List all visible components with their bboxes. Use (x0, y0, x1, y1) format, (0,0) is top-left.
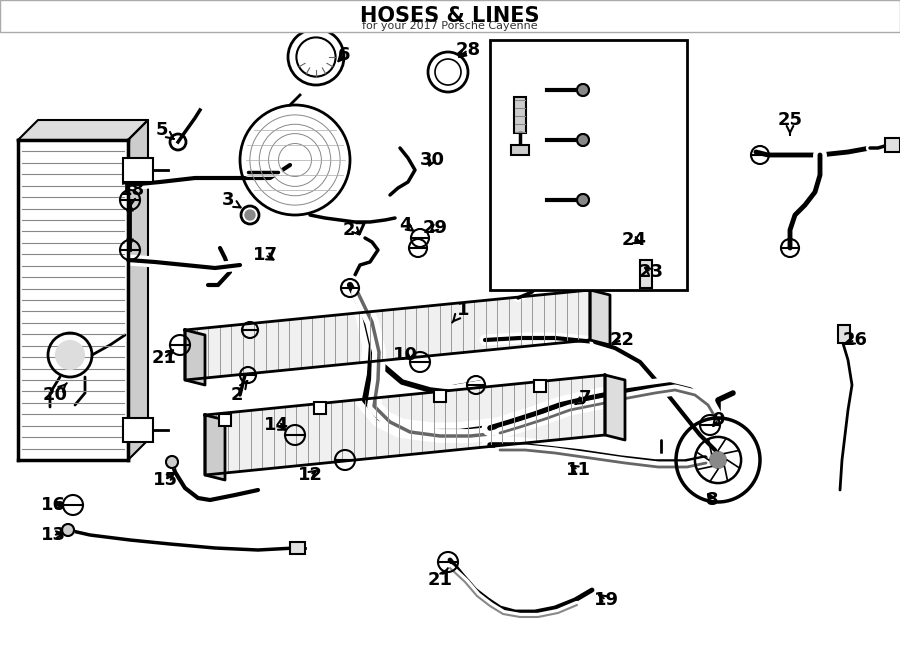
Text: 17: 17 (253, 246, 277, 264)
Bar (123, 158, 153, 182)
Circle shape (245, 210, 255, 220)
Text: 9: 9 (712, 411, 724, 429)
Bar (290, 542, 305, 554)
Polygon shape (18, 120, 148, 140)
Circle shape (709, 451, 726, 469)
Circle shape (166, 456, 178, 468)
Text: for your 2017 Porsche Cayenne: for your 2017 Porsche Cayenne (362, 21, 538, 31)
Circle shape (577, 134, 589, 146)
Bar (838, 325, 850, 343)
Polygon shape (605, 375, 625, 440)
Text: 28: 28 (455, 41, 481, 59)
Bar (490, 40, 687, 290)
Bar (885, 138, 900, 152)
Bar (314, 402, 326, 414)
Text: 30: 30 (419, 151, 445, 169)
Text: 19: 19 (593, 591, 618, 609)
Text: 22: 22 (609, 331, 634, 349)
Text: 18: 18 (121, 181, 146, 205)
Circle shape (577, 194, 589, 206)
Polygon shape (185, 330, 205, 385)
Text: 14: 14 (264, 416, 289, 434)
Text: 16: 16 (40, 496, 66, 514)
Text: 7: 7 (575, 389, 591, 407)
Text: 11: 11 (565, 461, 590, 479)
Circle shape (62, 524, 74, 536)
Text: 20: 20 (42, 383, 68, 404)
Bar (434, 390, 446, 402)
Bar (514, 97, 526, 133)
Text: 23: 23 (638, 263, 663, 281)
Bar (640, 260, 652, 288)
Text: 10: 10 (392, 346, 418, 364)
Bar (534, 380, 546, 392)
Text: 4: 4 (399, 216, 414, 234)
Polygon shape (590, 290, 610, 345)
Circle shape (56, 341, 84, 369)
Bar (18, 140, 128, 460)
Bar (0, 0, 900, 32)
Text: 1: 1 (452, 301, 469, 322)
Text: 25: 25 (778, 111, 803, 134)
Text: 5: 5 (156, 121, 174, 139)
Text: 29: 29 (422, 219, 447, 237)
Bar (219, 414, 231, 426)
Text: 27: 27 (343, 221, 367, 239)
Polygon shape (185, 290, 590, 380)
Text: 12: 12 (298, 466, 322, 484)
Polygon shape (128, 120, 148, 460)
Bar (123, 418, 153, 442)
Text: 8: 8 (706, 491, 718, 509)
Text: 21: 21 (151, 349, 176, 367)
Polygon shape (205, 415, 225, 480)
Text: 3: 3 (221, 191, 240, 209)
Text: 6: 6 (338, 46, 350, 64)
Text: 15: 15 (152, 471, 177, 489)
Polygon shape (205, 375, 605, 475)
Bar (511, 145, 529, 155)
Text: 21: 21 (428, 568, 453, 589)
Text: 2: 2 (230, 381, 248, 404)
Text: 13: 13 (40, 526, 66, 544)
Text: 24: 24 (622, 231, 646, 249)
Text: 26: 26 (842, 331, 868, 349)
Circle shape (577, 84, 589, 96)
Text: HOSES & LINES: HOSES & LINES (360, 6, 540, 26)
